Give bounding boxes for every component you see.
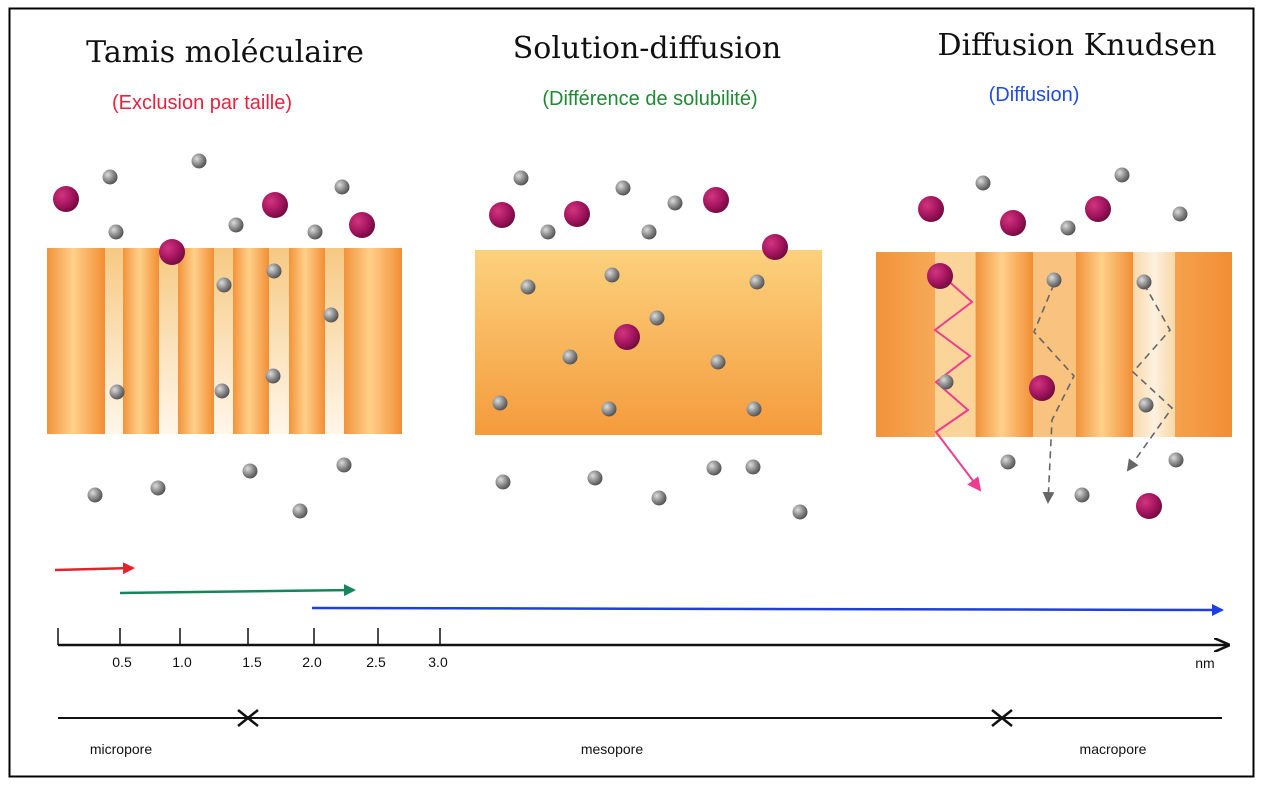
small-molecule [710, 354, 726, 370]
axis-tick-label: 0.5 [112, 654, 132, 670]
small-molecule [1060, 220, 1076, 236]
pore-class-macropore: macropore [1080, 741, 1147, 757]
panel-subtitle-knudsen-diffusion: (Diffusion) [989, 84, 1080, 106]
small-molecule [191, 153, 207, 169]
knudsen-path-small-molecule-2 [1126, 283, 1174, 472]
small-molecule [649, 310, 665, 326]
small-molecule [323, 307, 339, 323]
small-molecule [938, 374, 954, 390]
axis-tick-label: 2.0 [302, 654, 322, 670]
large-molecule [927, 263, 953, 289]
large-molecule [489, 202, 515, 228]
pore-class-mesopore: mesopore [581, 741, 643, 757]
large-molecule [1136, 493, 1162, 519]
small-molecule [87, 487, 103, 503]
small-molecule [307, 224, 323, 240]
small-molecule [1046, 272, 1062, 288]
small-molecule [1000, 454, 1016, 470]
axis-unit-label: nm [1195, 655, 1214, 671]
small-molecule [214, 383, 230, 399]
small-molecule [492, 395, 508, 411]
axis-tick-label: 2.5 [366, 654, 386, 670]
small-molecule [587, 470, 603, 486]
small-molecule [1172, 206, 1188, 222]
pore-class-boundary-micro-meso [237, 709, 259, 727]
large-molecule [703, 187, 729, 213]
pore-class-boundary-meso-macro [991, 709, 1013, 727]
small-molecule [706, 460, 722, 476]
small-molecule [746, 401, 762, 417]
diagram-frame [8, 7, 1255, 778]
small-molecule [150, 480, 166, 496]
panel-subtitle-molecular-sieve: (Exclusion par taille) [112, 92, 292, 114]
small-molecule [102, 169, 118, 185]
panel-title-solution-diffusion: Solution-diffusion [513, 31, 782, 66]
small-molecule [1136, 274, 1152, 290]
axis-tick-label: 1.0 [172, 654, 192, 670]
small-molecule [513, 170, 529, 186]
small-molecule [792, 504, 808, 520]
small-molecule [975, 175, 991, 191]
small-molecule [520, 279, 536, 295]
large-molecule [53, 186, 79, 212]
small-molecule [228, 217, 244, 233]
small-molecule [242, 463, 258, 479]
large-molecule [159, 239, 185, 265]
molecules-layer [53, 153, 1188, 520]
large-molecule [349, 212, 375, 238]
small-molecule [216, 277, 232, 293]
small-molecule [615, 180, 631, 196]
small-molecule [745, 459, 761, 475]
large-molecule [762, 234, 788, 260]
large-molecule [564, 201, 590, 227]
small-molecule [1138, 397, 1154, 413]
knudsen-path-large-molecule [933, 277, 982, 492]
panel-subtitle-solution-diffusion: (Différence de solubilité) [542, 88, 757, 110]
small-molecule [667, 195, 683, 211]
knudsen-path-small-molecule-1 [1033, 283, 1075, 504]
small-molecule [266, 263, 282, 279]
large-molecule [1000, 210, 1026, 236]
small-molecule [651, 490, 667, 506]
small-molecule [641, 224, 657, 240]
small-molecule [1074, 487, 1090, 503]
range-arrow-knudsen [311, 603, 1224, 616]
small-molecule [562, 349, 578, 365]
axis-tick-label: 1.5 [242, 654, 262, 670]
small-molecule [292, 503, 308, 519]
small-molecule [601, 401, 617, 417]
axis-tick-label: 3.0 [428, 654, 448, 670]
pore-class-micropore: micropore [90, 741, 152, 757]
large-molecule [262, 192, 288, 218]
panel-title-knudsen-diffusion: Diffusion Knudsen [938, 28, 1217, 63]
small-molecule [1114, 167, 1130, 183]
panel-title-molecular-sieve: Tamis moléculaire [86, 35, 364, 70]
large-molecule [1085, 196, 1111, 222]
membrane-solution-diffusion [475, 250, 822, 435]
large-molecule [918, 196, 944, 222]
small-molecule [1168, 452, 1184, 468]
range-arrow-solution-diffusion [119, 584, 356, 597]
small-molecule [334, 179, 350, 195]
small-molecule [109, 384, 125, 400]
small-molecule [495, 474, 511, 490]
membrane-molecular-sieve [47, 248, 402, 434]
small-molecule [336, 457, 352, 473]
large-molecule [614, 324, 640, 350]
small-molecule [540, 224, 556, 240]
axis-tick-marks [57, 628, 441, 645]
range-arrow-molecular-sieve [54, 562, 135, 575]
large-molecule [1029, 375, 1055, 401]
small-molecule [108, 224, 124, 240]
small-molecule [749, 274, 765, 290]
small-molecule [265, 368, 281, 384]
small-molecule [604, 267, 620, 283]
